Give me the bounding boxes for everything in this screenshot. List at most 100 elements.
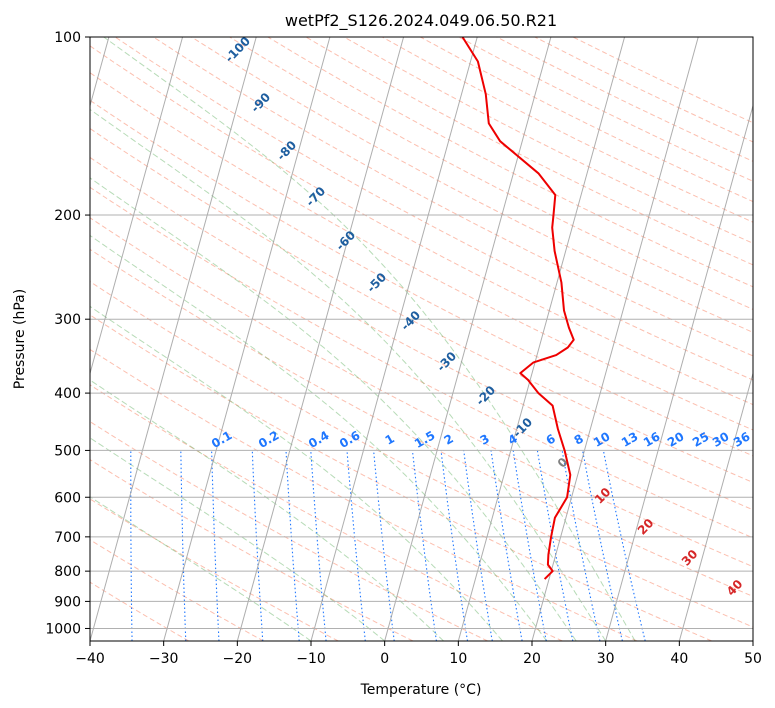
dry-adiabat-line <box>90 384 563 641</box>
dry-adiabats <box>90 37 753 641</box>
y-tick-label: 800 <box>54 564 81 580</box>
moist-adiabat-line <box>90 437 386 641</box>
y-tick-label: 400 <box>54 386 81 402</box>
mixing-ratio-line <box>440 450 469 641</box>
isotherm-line <box>678 371 753 641</box>
dry-adiabat-line <box>90 72 753 431</box>
pressure-grid <box>90 37 753 629</box>
y-tick-label: 500 <box>54 443 81 459</box>
isotherm-label: -90 <box>248 90 273 115</box>
dry-adiabat-line <box>114 37 753 381</box>
dry-adiabat-line <box>90 217 753 568</box>
x-tick-label: −40 <box>75 651 105 667</box>
dry-adiabat-line <box>90 421 488 641</box>
y-tick-label: 300 <box>54 312 81 328</box>
x-tick-label: 30 <box>597 651 615 667</box>
dry-adiabat-line <box>90 127 753 484</box>
moist-adiabat-line <box>90 108 607 641</box>
dry-adiabat-line <box>381 37 753 223</box>
dry-adiabat-line <box>191 37 753 333</box>
x-tick-label: −10 <box>296 651 326 667</box>
dry-adiabat-line <box>90 186 753 539</box>
x-tick-label: 50 <box>744 651 762 667</box>
x-tick-label: 20 <box>523 651 541 667</box>
mixing-ratio-label: 20 <box>665 429 686 449</box>
moist-adiabat-line <box>90 379 444 641</box>
mixing-ratio-line <box>561 450 601 641</box>
plot-area: -100-90-80-70-60-50-40-30-20-10010203040… <box>82 34 753 641</box>
isotherm-line <box>384 37 552 641</box>
mixing-ratio-label: 0.1 <box>209 428 234 451</box>
mixing-ratio-line <box>251 450 264 641</box>
mixing-ratio-line <box>373 450 395 641</box>
mixing-ratio-label: 10 <box>591 429 612 449</box>
moist-adiabat-line <box>103 37 636 641</box>
isotherm-grid <box>90 37 753 641</box>
isotherm-label: -100 <box>222 34 253 65</box>
mixing-ratio-line <box>411 450 437 641</box>
dry-adiabat-line <box>153 37 753 357</box>
isotherm-label: -60 <box>333 228 358 253</box>
mixing-ratio-label: 2 <box>442 431 456 447</box>
data-series <box>461 37 575 580</box>
dry-adiabat-line <box>343 37 753 244</box>
moist-adiabat-line <box>90 177 577 641</box>
mixing-ratio-label: 3 <box>478 431 492 447</box>
mixing-ratio-line <box>82 450 84 641</box>
isotherm-label: -70 <box>303 184 328 209</box>
isotherm-label: -80 <box>274 138 299 163</box>
x-axis-label: Temperature (°C) <box>360 682 482 698</box>
isotherm-label: 20 <box>635 516 657 538</box>
dry-adiabat-line <box>90 539 264 641</box>
chart-title: wetPf2_S126.2024.049.06.50.R21 <box>285 11 557 31</box>
plot-frame <box>89 36 754 642</box>
isotherm-label: -20 <box>473 383 498 408</box>
moist-adiabat-line <box>90 496 312 641</box>
x-tick-label: −30 <box>149 651 179 667</box>
mixing-ratio-label: 13 <box>619 429 640 449</box>
x-tick-label: 0 <box>380 651 389 667</box>
x-tick-label: −20 <box>223 651 253 667</box>
mixing-ratio-line <box>512 450 547 641</box>
y-axis-label: Pressure (hPa) <box>12 289 28 389</box>
line-labels: -100-90-80-70-60-50-40-30-20-10010203040… <box>209 34 752 599</box>
y-tick-label: 600 <box>54 490 81 506</box>
mixing-ratio-line <box>463 450 493 641</box>
mixing-ratio-label: 8 <box>572 431 586 447</box>
mixing-ratio-line <box>285 450 300 641</box>
dry-adiabat-line <box>90 99 753 457</box>
y-tick-label: 700 <box>54 530 81 546</box>
y-tick-label: 200 <box>54 208 81 224</box>
isotherm-line <box>236 37 405 641</box>
dry-adiabat-line <box>90 248 753 597</box>
dry-adiabat-line <box>90 281 753 628</box>
isotherm-line <box>163 37 331 641</box>
mixing-ratio-label: 6 <box>544 431 558 447</box>
isotherm-line <box>531 37 699 641</box>
temperature-line <box>461 37 575 580</box>
dry-adiabat-line <box>496 37 753 162</box>
y-tick-label: 100 <box>54 30 81 46</box>
isotherm-label: 40 <box>724 577 746 599</box>
y-tick-label: 1000 <box>45 621 81 637</box>
dry-adiabat-line <box>90 459 414 641</box>
mixing-ratio-line <box>130 450 133 641</box>
mixing-ratio-label: 0.2 <box>256 428 281 451</box>
dry-adiabat-line <box>229 37 753 310</box>
moist-adiabat-line <box>90 305 503 641</box>
dry-adiabat-line <box>90 156 753 511</box>
isotherm-line <box>90 37 257 641</box>
isotherm-line <box>752 639 753 641</box>
x-tick-label: 10 <box>449 651 467 667</box>
dry-adiabat-line <box>90 348 638 641</box>
moist-adiabats <box>90 37 636 641</box>
mixing-ratio-line <box>582 450 623 641</box>
mixing-ratio-line <box>346 450 366 641</box>
mixing-ratio-label: 25 <box>690 429 711 449</box>
isotherm-line <box>605 103 753 641</box>
dry-adiabat-line <box>90 498 339 641</box>
y-tick-label: 900 <box>54 594 81 610</box>
isotherm-label: -30 <box>434 349 459 374</box>
mixing-ratio-line <box>602 450 646 641</box>
mixing-ratio-label: 1 <box>383 431 397 447</box>
